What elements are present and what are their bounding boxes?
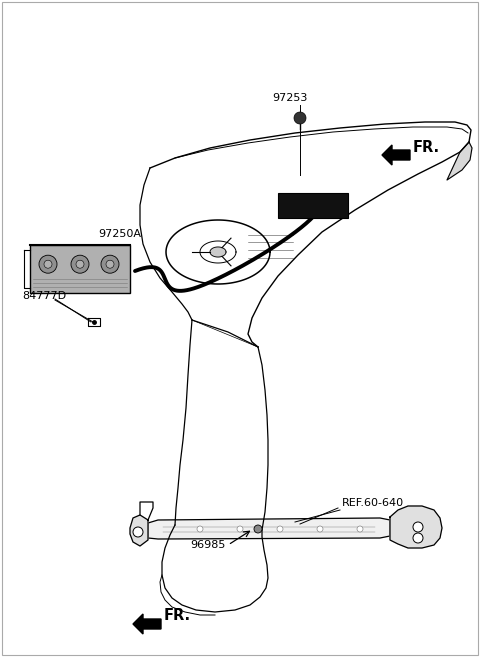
Bar	[30, 245, 130, 293]
Polygon shape	[447, 142, 472, 180]
Circle shape	[357, 526, 363, 532]
Text: 97253: 97253	[272, 93, 308, 103]
Polygon shape	[133, 614, 161, 634]
Text: 84777D: 84777D	[22, 291, 66, 301]
Circle shape	[254, 525, 262, 533]
Circle shape	[71, 255, 89, 273]
Circle shape	[101, 255, 119, 273]
Circle shape	[39, 255, 57, 273]
Polygon shape	[210, 247, 226, 257]
Text: FR.: FR.	[413, 139, 440, 154]
Bar	[278, 193, 348, 218]
Circle shape	[237, 526, 243, 532]
Circle shape	[197, 526, 203, 532]
Circle shape	[106, 260, 114, 268]
Polygon shape	[130, 515, 148, 546]
Circle shape	[277, 526, 283, 532]
Circle shape	[317, 526, 323, 532]
Text: 97250A: 97250A	[98, 229, 141, 239]
Text: REF.60-640: REF.60-640	[342, 498, 404, 508]
Polygon shape	[148, 518, 390, 539]
Circle shape	[44, 260, 52, 268]
Circle shape	[76, 260, 84, 268]
Text: 96985: 96985	[190, 540, 226, 550]
Polygon shape	[390, 506, 442, 548]
Circle shape	[413, 522, 423, 532]
Circle shape	[133, 527, 143, 537]
Circle shape	[294, 112, 306, 124]
Circle shape	[413, 533, 423, 543]
Text: FR.: FR.	[164, 608, 191, 623]
Polygon shape	[382, 145, 410, 165]
